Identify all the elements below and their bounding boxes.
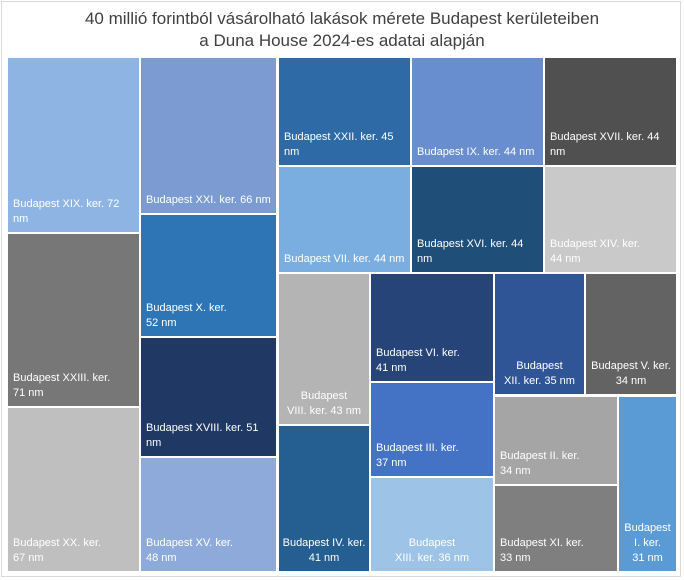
treemap-tile-xxiii: Budapest XXIII. ker. 71 nm <box>8 234 139 406</box>
treemap-tile-i: Budapest I. ker. 31 nm <box>619 397 676 571</box>
treemap-tile-xviii: Budapest XVIII. ker. 51 nm <box>141 338 276 456</box>
chart-title-line-1: 40 millió forintból vásárolható lakások … <box>84 9 600 28</box>
tile-label: Budapest V. ker. 34 nm <box>591 360 671 387</box>
tile-label: Budapest III. ker. 37 nm <box>376 442 459 469</box>
tile-label: Budapest VII. ker. 44 nm <box>284 253 405 265</box>
tile-label: Budapest XVII. ker. 44 nm <box>550 131 660 158</box>
tile-label: Budapest XX. ker. 67 nm <box>13 537 102 564</box>
tile-label: Budapest VIII. ker. 43 nm <box>287 390 361 417</box>
treemap-tile-xv: Budapest XV. ker. 48 nm <box>141 458 276 571</box>
tile-label: Budapest II. ker. 34 nm <box>500 450 580 477</box>
treemap-tile-x: Budapest X. ker. 52 nm <box>141 215 276 336</box>
treemap-tile-xiii: Budapest XIII. ker. 36 nm <box>371 478 493 571</box>
chart-title: 40 millió forintból vásárolható lakások … <box>0 8 684 52</box>
treemap-tile-xxii: Budapest XXII. ker. 45 nm <box>279 58 410 165</box>
treemap-tile-iv: Budapest IV. ker. 41 nm <box>279 426 369 571</box>
treemap-tile-xiv: Budapest XIV. ker. 44 nm <box>545 167 676 272</box>
tile-label: Budapest XIX. ker. 72 nm <box>13 198 120 225</box>
tile-label: Budapest XXI. ker. 66 nm <box>146 194 271 206</box>
tile-label: Budapest XII. ker. 35 nm <box>504 360 575 387</box>
tile-label: Budapest XIV. ker. 44 nm <box>550 238 641 265</box>
treemap-tile-viii: Budapest VIII. ker. 43 nm <box>279 274 369 424</box>
tile-label: Budapest IX. ker. 44 nm <box>417 146 535 158</box>
tile-label: Budapest XIII. ker. 36 nm <box>395 537 469 564</box>
tile-label: Budapest XVIII. ker. 51 nm <box>146 422 259 449</box>
treemap-tile-xvi: Budapest XVI. ker. 44 nm <box>412 167 543 272</box>
chart-title-line-2: a Duna House 2024-es adatai alapján <box>199 31 485 50</box>
treemap-tile-xxi: Budapest XXI. ker. 66 nm <box>141 58 276 213</box>
treemap-tile-iii: Budapest III. ker. 37 nm <box>371 383 493 476</box>
tile-label: Budapest XI. ker. 33 nm <box>500 537 584 564</box>
tile-label: Budapest I. ker. 31 nm <box>624 522 671 564</box>
treemap-tile-xi: Budapest XI. ker. 33 nm <box>495 486 617 571</box>
treemap-tile-vi: Budapest VI. ker. 41 nm <box>371 274 493 381</box>
treemap-tile-ii: Budapest II. ker. 34 nm <box>495 397 617 484</box>
tile-label: Budapest XXII. ker. 45 nm <box>284 131 394 158</box>
tile-label: Budapest IV. ker. 41 nm <box>282 537 366 564</box>
treemap-tile-xix: Budapest XIX. ker. 72 nm <box>8 58 139 232</box>
treemap-tile-v: Budapest V. ker. 34 nm <box>586 274 676 394</box>
tile-label: Budapest XV. ker. 48 nm <box>146 537 234 564</box>
treemap-tile-xvii: Budapest XVII. ker. 44 nm <box>545 58 676 165</box>
treemap-tile-vii: Budapest VII. ker. 44 nm <box>279 167 410 272</box>
tile-label: Budapest X. ker. 52 nm <box>146 302 227 329</box>
treemap-tile-xx: Budapest XX. ker. 67 nm <box>8 408 139 571</box>
tile-label: Budapest XVI. ker. 44 nm <box>417 238 524 265</box>
tile-label: Budapest VI. ker. 41 nm <box>376 347 460 374</box>
treemap-tile-xii: Budapest XII. ker. 35 nm <box>495 274 584 394</box>
treemap-tile-ix: Budapest IX. ker. 44 nm <box>412 58 543 165</box>
tile-label: Budapest XXIII. ker. 71 nm <box>13 372 111 399</box>
